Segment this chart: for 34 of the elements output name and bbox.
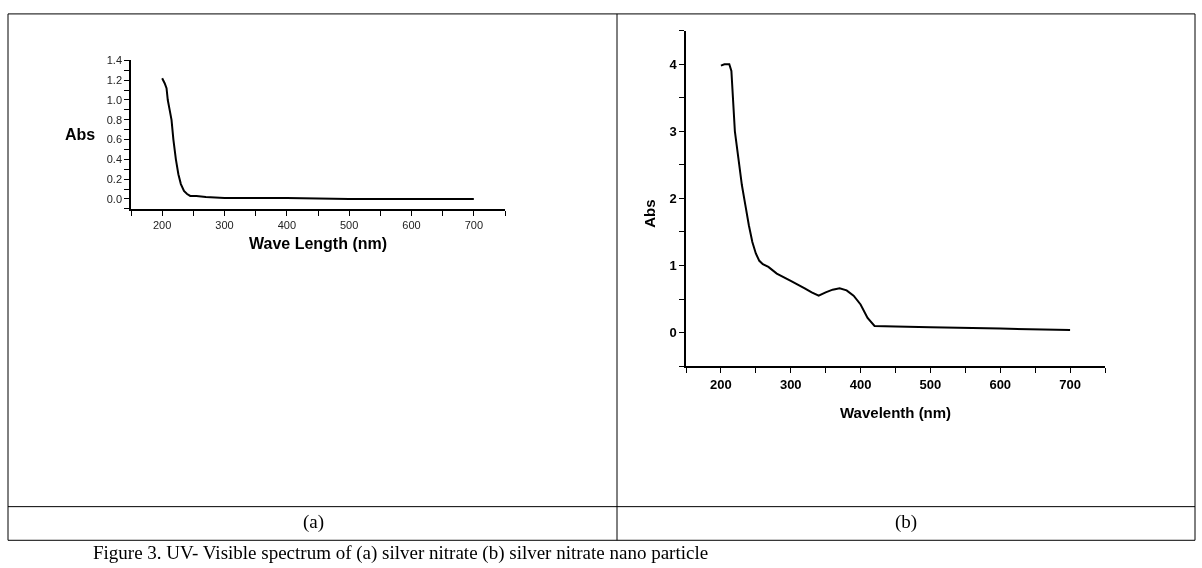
y-tick-label: 1 bbox=[669, 258, 677, 274]
y-axis-title: Abs bbox=[65, 126, 96, 143]
x-tick-label: 500 bbox=[339, 218, 359, 231]
x-axis-title: Wave Length (nm) bbox=[249, 235, 388, 252]
x-tick-label: 400 bbox=[849, 376, 872, 392]
x-tick-label: 600 bbox=[402, 218, 421, 231]
y-tick-label: 2 bbox=[669, 191, 677, 206]
y-tick-label: 1.4 bbox=[106, 54, 123, 67]
y-tick-label: 1.0 bbox=[106, 93, 123, 106]
text: (a) bbox=[303, 511, 325, 533]
x-tick-label: 400 bbox=[277, 218, 297, 231]
x-tick-label: 500 bbox=[919, 376, 942, 392]
x-tick-label: 300 bbox=[779, 376, 802, 392]
y-tick-label: 0.8 bbox=[106, 113, 123, 126]
x-tick-label: 200 bbox=[710, 376, 732, 392]
y-tick-label: 4 bbox=[669, 56, 678, 72]
x-tick-label: 700 bbox=[464, 218, 484, 231]
x-tick-label: 700 bbox=[1059, 376, 1081, 392]
y-tick-label: 1.2 bbox=[106, 74, 123, 87]
caption: Figure 3. UV- Visible spectrum of (a) silver nitrate (b) silver nitrate nano particle bbox=[93, 542, 709, 564]
text: (b) bbox=[895, 511, 918, 533]
x-tick-label: 300 bbox=[215, 218, 234, 231]
x-axis-title: Wavelenth (nm) bbox=[840, 404, 952, 421]
y-tick-label: 0.0 bbox=[106, 192, 123, 205]
y-tick-label: 0.6 bbox=[106, 133, 123, 146]
y-tick-label: 3 bbox=[669, 123, 677, 139]
y-tick-label: 0.4 bbox=[106, 153, 123, 166]
y-axis-title: Abs bbox=[641, 199, 659, 228]
x-tick-label: 600 bbox=[989, 376, 1012, 392]
line-series bbox=[161, 77, 475, 200]
y-tick-label: 0 bbox=[669, 325, 677, 341]
y-tick-label: 0.2 bbox=[106, 173, 123, 185]
x-tick-label: 200 bbox=[152, 218, 172, 231]
line-series bbox=[719, 63, 1072, 331]
